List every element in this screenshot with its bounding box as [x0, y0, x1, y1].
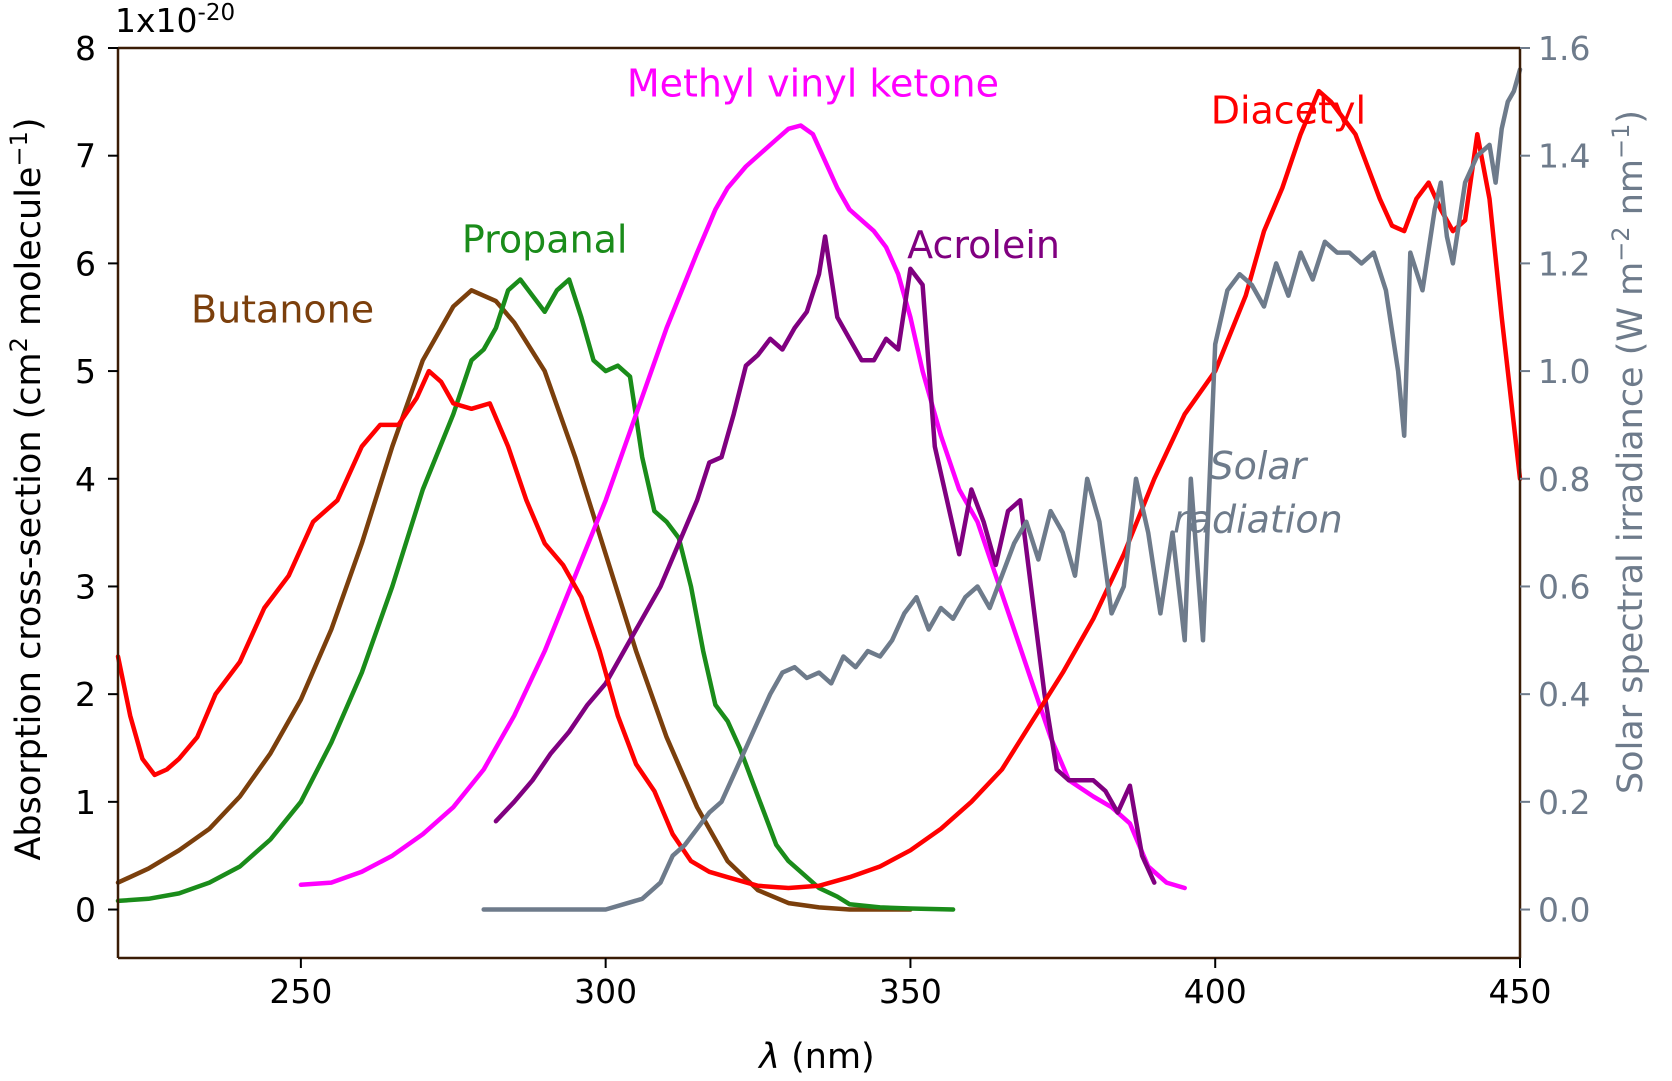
y-left-tick-label: 1 — [75, 783, 96, 822]
y-left-tick-label: 6 — [75, 244, 96, 283]
series-layer — [115, 67, 1523, 912]
x-axis-title: λ (nm) — [757, 1037, 874, 1077]
y-left-tick-label: 4 — [75, 460, 96, 499]
y-left-tick-label: 3 — [75, 567, 96, 606]
y-right-tick-label: 0.6 — [1538, 567, 1590, 606]
y-left-tick-label: 5 — [75, 352, 96, 391]
left-axis-title: Absorption cross-section (cm2 molecule−1… — [5, 117, 49, 860]
series-label-acrolein: Acrolein — [907, 223, 1060, 267]
series-line-propanal — [115, 277, 956, 912]
series-label-radiation: radiation — [1173, 498, 1343, 542]
series-label-layer: Butanone Propanal Methyl vinyl ketone Acrol… — [191, 61, 1366, 541]
series-label-butanone: Butanone — [191, 288, 374, 332]
y-right-tick-label: 1.2 — [1538, 244, 1590, 283]
y-right-tick-label: 1.6 — [1538, 29, 1590, 68]
y-left-tick-label: 0 — [75, 891, 96, 930]
right-axis-title: Solar spectral irradiance (W m−2 nm−1) — [1607, 110, 1651, 794]
x-tick-label: 450 — [1489, 972, 1552, 1011]
y-right-tick-label: 0.2 — [1538, 783, 1590, 822]
y-right-tick-label: 1.0 — [1538, 352, 1590, 391]
series-line-acrolein — [493, 234, 1157, 885]
y-left-tick-label: 2 — [75, 675, 96, 714]
y-right-tick-label: 1.4 — [1538, 137, 1590, 176]
series-label-solar: Solar — [1209, 444, 1308, 488]
left-axis-multiplier: 1x10-20 — [115, 0, 235, 40]
y-left-tick-label: 8 — [75, 29, 96, 68]
series-line-solar-radiation — [481, 67, 1523, 912]
x-tick-label: 350 — [879, 972, 942, 1011]
y-right-tick-label: 0.8 — [1538, 460, 1590, 499]
series-line-methyl-vinyl-ketone — [298, 123, 1187, 891]
series-label-methyl-vinyl-ketone: Methyl vinyl ketone — [627, 61, 999, 105]
x-tick-label: 400 — [1184, 972, 1247, 1011]
y-left-tick-label: 7 — [75, 137, 96, 176]
x-tick-label: 250 — [269, 972, 332, 1011]
y-right-tick-label: 0.4 — [1538, 675, 1590, 714]
series-label-diacetyl: Diacetyl — [1211, 88, 1366, 132]
series-line-butanone — [115, 288, 913, 912]
series-label-propanal: Propanal — [462, 218, 628, 262]
axes-layer: 250 300 350 400 450 0 1 2 3 4 5 6 7 8 0.0 0.2 0.4 0.6 0.8 1… — [75, 29, 1590, 1011]
y-right-tick-label: 0.0 — [1538, 891, 1590, 930]
x-tick-label: 300 — [574, 972, 637, 1011]
series-line-diacetyl — [115, 88, 1523, 891]
